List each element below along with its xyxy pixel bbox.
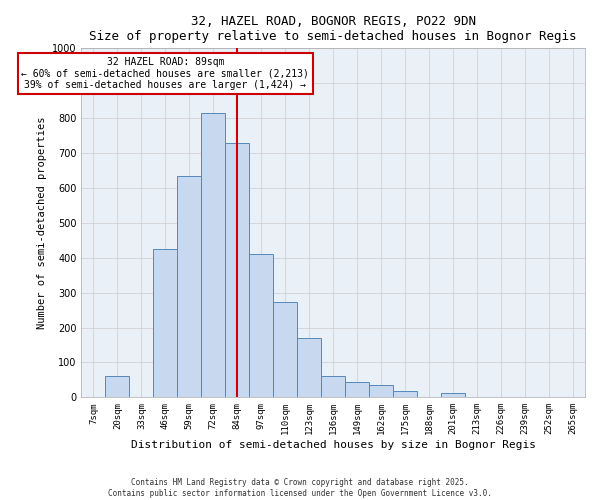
Bar (369, 385, 393, 398)
Bar (249, 254, 273, 398)
Text: 32 HAZEL ROAD: 89sqm
← 60% of semi-detached houses are smaller (2,213)
39% of se: 32 HAZEL ROAD: 89sqm ← 60% of semi-detac… (22, 57, 310, 90)
X-axis label: Distribution of semi-detached houses by size in Bognor Regis: Distribution of semi-detached houses by … (131, 440, 536, 450)
Bar (106, 376, 130, 398)
Bar (393, 391, 417, 398)
Text: Contains HM Land Registry data © Crown copyright and database right 2025.
Contai: Contains HM Land Registry data © Crown c… (108, 478, 492, 498)
Bar (321, 376, 345, 398)
Y-axis label: Number of semi-detached properties: Number of semi-detached properties (37, 116, 47, 329)
Bar (154, 250, 178, 398)
Bar (178, 176, 202, 398)
Bar (345, 382, 369, 398)
Bar (202, 113, 226, 398)
Bar (297, 338, 321, 398)
Bar (273, 302, 297, 398)
Bar (441, 393, 465, 398)
Bar (226, 142, 249, 398)
Title: 32, HAZEL ROAD, BOGNOR REGIS, PO22 9DN
Size of property relative to semi-detache: 32, HAZEL ROAD, BOGNOR REGIS, PO22 9DN S… (89, 15, 577, 43)
